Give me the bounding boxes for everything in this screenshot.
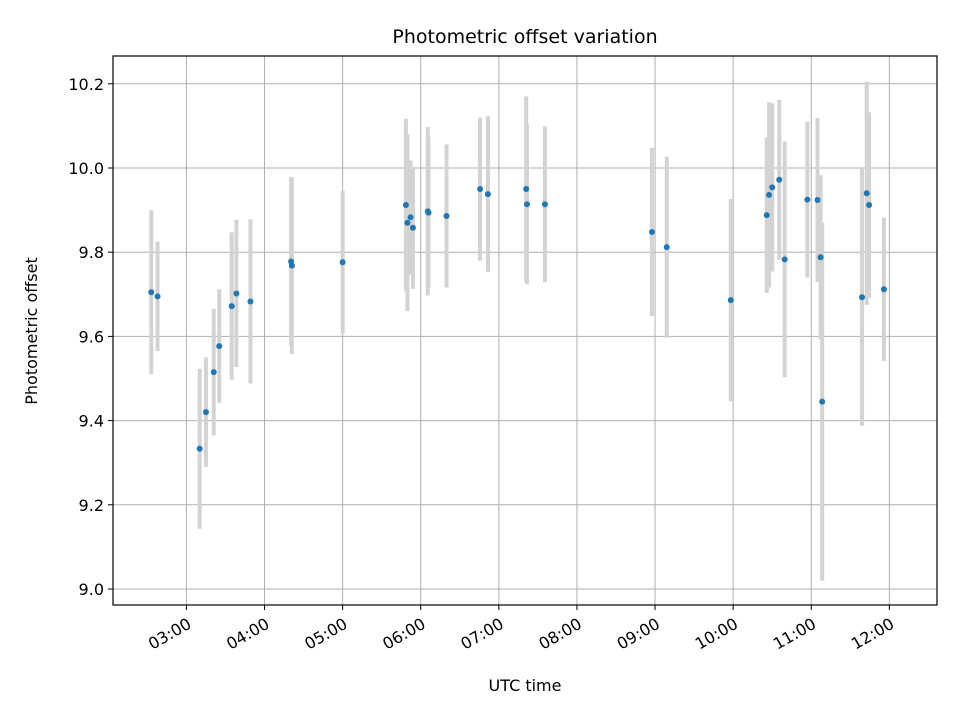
- data-point: [425, 209, 432, 216]
- data-point: [859, 294, 866, 301]
- data-point: [523, 201, 530, 208]
- data-point: [402, 202, 409, 209]
- data-point: [663, 244, 670, 251]
- data-point: [781, 256, 788, 263]
- data-point: [407, 214, 414, 221]
- data-point: [404, 219, 411, 226]
- data-point: [196, 445, 203, 452]
- data-point: [776, 176, 783, 183]
- y-tick-label: 9.4: [79, 412, 104, 431]
- chart-title: Photometric offset variation: [392, 26, 657, 48]
- y-tick-label: 9.2: [79, 496, 104, 515]
- y-tick-label: 9.8: [79, 243, 104, 262]
- data-point: [814, 196, 821, 203]
- y-tick-label: 10.0: [68, 159, 104, 178]
- data-point: [233, 290, 240, 297]
- data-point: [484, 191, 491, 198]
- data-point: [216, 343, 223, 350]
- plot-frame: [112, 55, 938, 606]
- grid: [113, 56, 937, 605]
- data-point: [541, 201, 548, 208]
- data-point: [863, 190, 870, 197]
- data-point: [409, 224, 416, 231]
- data-point: [804, 196, 811, 203]
- data-point: [523, 186, 530, 193]
- data-point: [288, 262, 295, 269]
- data-point: [817, 254, 824, 261]
- data-point: [766, 191, 773, 198]
- data-point: [727, 297, 734, 304]
- data-point: [477, 186, 484, 193]
- data-point: [769, 184, 776, 191]
- y-axis-ticks: 9.0 9.2 9.4 9.6 9.8 10.0 10.2: [68, 75, 113, 599]
- data-point: [148, 289, 155, 296]
- data-point: [339, 259, 346, 266]
- y-axis-label: Photometric offset: [22, 257, 41, 405]
- data-points: [148, 176, 887, 452]
- data-point: [228, 303, 235, 310]
- data-point: [866, 202, 873, 209]
- data-point: [763, 212, 770, 219]
- y-tick-label: 9.0: [79, 580, 104, 599]
- data-point: [154, 293, 161, 300]
- data-point: [202, 409, 209, 416]
- data-point: [210, 369, 217, 376]
- data-point: [247, 298, 254, 305]
- data-point: [443, 212, 450, 219]
- y-tick-label: 9.6: [79, 327, 104, 346]
- y-tick-label: 10.2: [68, 75, 104, 94]
- data-point: [819, 398, 826, 405]
- data-point: [880, 286, 887, 293]
- x-axis-label: UTC time: [489, 676, 562, 695]
- data-point: [648, 228, 655, 235]
